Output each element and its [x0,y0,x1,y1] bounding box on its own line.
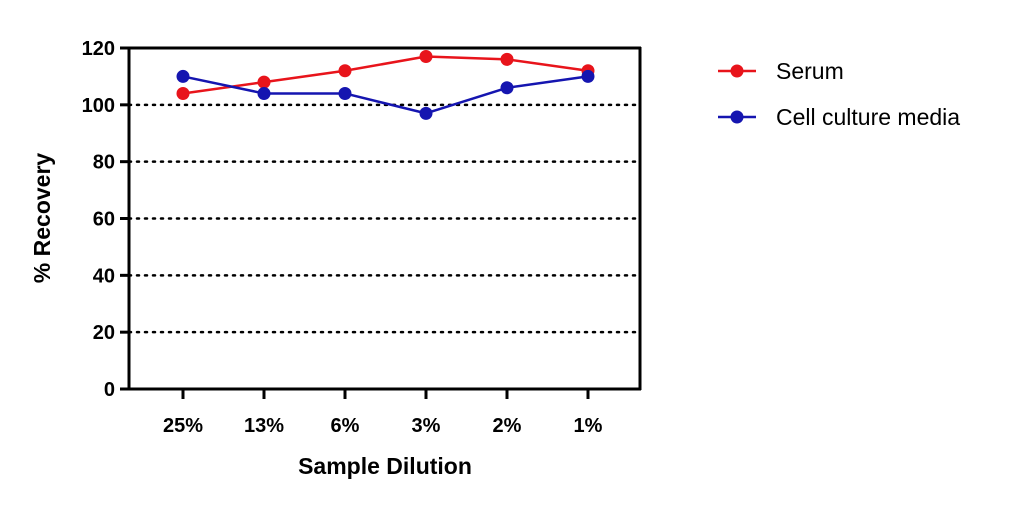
legend-label-0: Serum [776,58,844,84]
y-tick-label-60: 60 [93,209,115,231]
series-points [176,50,595,120]
y-tick-label-40: 40 [93,265,115,287]
legend: Serum Cell culture media [718,58,960,130]
y-tick-labels: 0 20 40 60 80 100 120 [82,38,129,401]
data-point-1-3 [419,106,433,120]
y-tick-label-80: 80 [93,152,115,174]
x-tick-label-1: 13% [244,415,284,437]
series-line-0 [182,55,589,95]
data-point-1-5 [581,69,595,83]
y-tick-label-0: 0 [104,379,115,401]
x-tick-labels: 25% 13% 6% 3% 2% 1% [163,389,603,437]
data-point-0-2 [338,64,352,78]
legend-label-1: Cell culture media [776,104,960,130]
data-point-0-0 [176,86,190,100]
y-axis-title: % Recovery [29,153,55,284]
y-tick-label-20: 20 [93,322,115,344]
y-tick-label-120: 120 [82,38,115,60]
y-tick-label-100: 100 [82,95,115,117]
legend-marker-1 [730,110,744,124]
data-point-0-3 [419,50,433,64]
data-point-1-1 [257,86,271,100]
series-lines [182,55,589,115]
x-axis-title: Sample Dilution [298,453,472,479]
x-tick-label-4: 2% [493,415,522,437]
x-tick-label-3: 3% [412,415,441,437]
data-point-0-4 [500,52,514,66]
x-tick-label-2: 6% [331,415,360,437]
data-point-1-4 [500,81,514,95]
data-point-1-2 [338,86,352,100]
series-line-1 [182,75,589,115]
data-point-0-1 [257,75,271,89]
gridlines [127,103,642,334]
data-point-1-0 [176,69,190,83]
x-tick-label-5: 1% [574,415,603,437]
x-tick-label-0: 25% [163,415,203,437]
legend-marker-0 [730,64,744,78]
